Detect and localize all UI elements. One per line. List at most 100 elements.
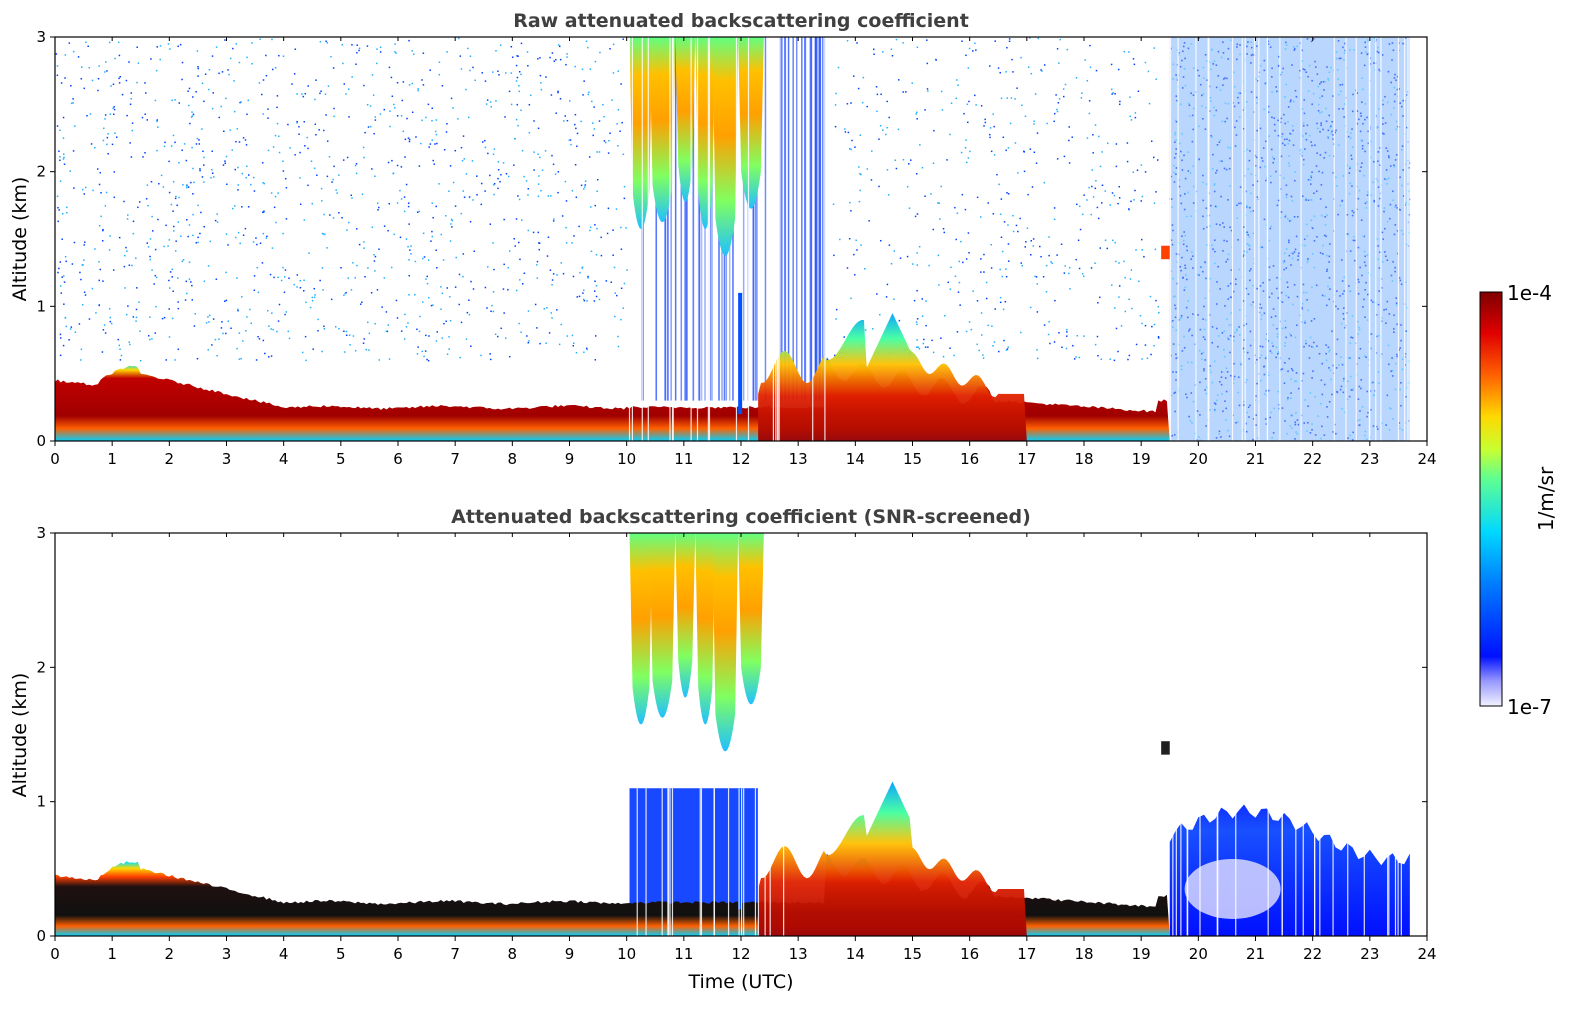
noise-dot [81,304,84,306]
noise-dot [356,51,358,54]
noise-dot [313,296,316,299]
noise-dot [325,114,327,116]
x-tick-label: 2 [165,945,175,963]
noise-dot [234,168,237,171]
noise-dot [515,64,518,67]
noise-dot [374,322,376,325]
noise-dot [246,56,248,59]
noise-dot [262,181,264,184]
elevated-aerosol-plume [758,781,1027,936]
noise-dot [859,189,861,192]
noise-dot [185,159,188,162]
noise-dot [1066,335,1068,337]
noise-dot [937,202,939,204]
noise-dot [221,71,224,73]
noise-dot [291,83,293,85]
noise-dot [1139,314,1142,317]
noise-dot [520,42,523,45]
data-gap [669,37,671,441]
noise-dot [1050,261,1052,263]
noise-dot [448,348,450,350]
noise-dot [879,125,882,127]
noise-dot [908,207,911,209]
noise-dot [888,116,890,119]
noise-dot [1012,214,1014,217]
noise-dot [274,134,277,137]
noise-dot [338,327,340,330]
noise-dot [201,82,204,85]
noise-dot [895,38,898,41]
noise-dot [223,130,225,133]
noise-dot [1130,269,1133,271]
noise-dot [449,319,452,322]
noise-dot [374,116,377,118]
noise-dot [484,190,486,192]
noise-dot [426,358,428,361]
noise-dot [1056,108,1058,111]
noise-dot [1040,69,1042,71]
noise-dot [257,335,259,338]
noise-dot [138,301,140,303]
x-tick-label: 17 [1017,450,1036,468]
noise-dot [835,318,837,320]
noise-dot [454,149,457,152]
noise-dot [64,255,67,258]
noise-dot [218,72,220,75]
cloud-finger [738,37,764,209]
noise-dot [493,182,496,185]
noise-dot [208,314,211,317]
noise-dot [1029,306,1032,309]
noise-dot [503,312,505,314]
data-gap [747,37,750,441]
noise-dot [390,76,393,79]
noise-dot [516,55,518,57]
noise-dot [191,146,193,149]
noise-dot [112,83,115,86]
noise-dot [593,128,596,130]
noise-dot [926,39,928,41]
noise-dot [1099,165,1102,168]
noise-dot [1094,262,1096,264]
noise-dot [347,88,350,90]
data-gap [628,37,631,441]
noise-dot [591,122,594,124]
noise-dot [576,296,579,298]
noise-dot [345,330,348,333]
noise-dot [968,100,970,103]
noise-dot [349,344,351,346]
noise-dot [1129,115,1132,118]
noise-dot [552,220,555,222]
noise-dot [405,183,408,186]
noise-dot [1062,88,1065,90]
noise-dot [425,334,427,337]
noise-dot [980,105,983,107]
noise-dot [1034,93,1037,95]
noise-dot [622,38,624,40]
noise-dot [513,164,515,166]
noise-dot [374,270,376,272]
noise-dot [976,196,979,199]
noise-dot [594,280,596,283]
data-gap [672,37,674,441]
noise-dot [100,215,102,218]
noise-dot [326,175,329,178]
noise-dot [510,103,513,106]
noise-dot [270,328,272,330]
noise-dot [533,151,535,153]
noise-dot [59,285,62,287]
noise-dot [928,264,930,267]
noise-dot [964,147,967,149]
noise-dot [835,308,838,311]
noise-dot [289,147,291,149]
noise-dot [282,55,285,57]
noise-dot [1115,165,1118,168]
noise-dot [843,336,845,338]
noise-column [810,37,813,401]
data-gap [1281,788,1283,936]
noise-dot [92,189,94,192]
noise-dot [1131,307,1133,310]
noise-dot [147,246,150,248]
noise-dot [1053,341,1056,343]
panel-raw-x-ticks: 0 1 2 3 4 5 6 7 8 9 10 11 12 13 14 15 16 17 18 19 20 21 22 23 24 [50,37,1437,468]
